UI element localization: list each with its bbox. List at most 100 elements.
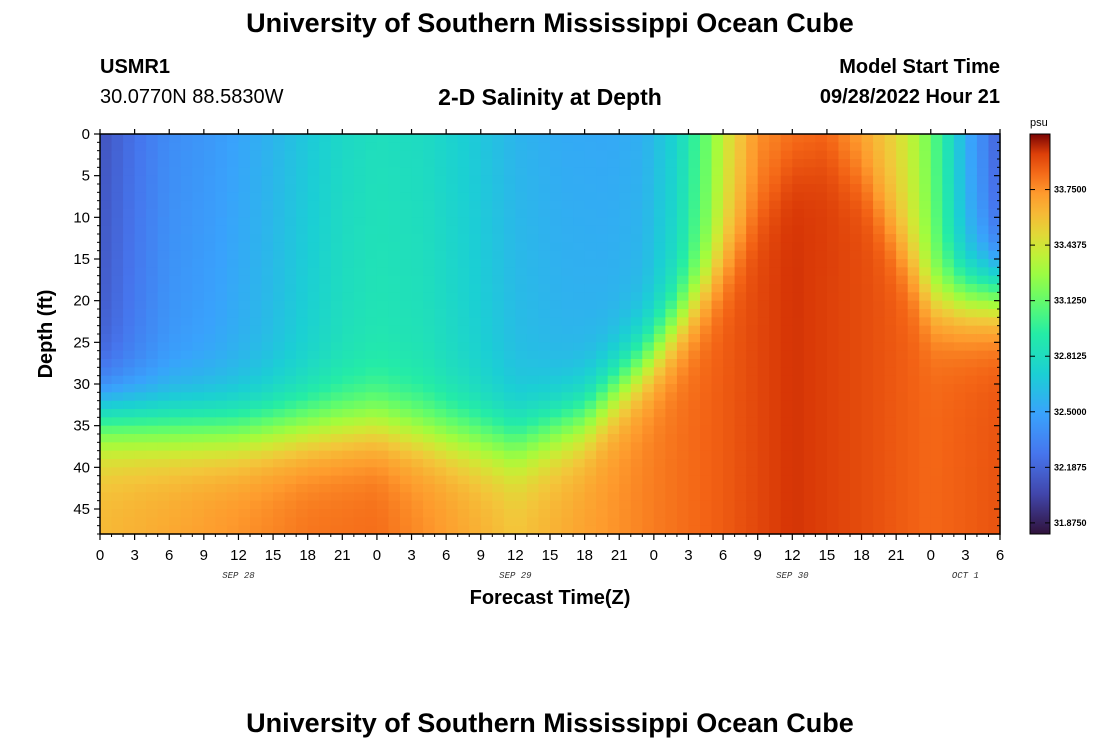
heatmap-cell — [319, 384, 332, 393]
heatmap-cell — [550, 525, 563, 535]
heatmap-cell — [423, 492, 436, 502]
heatmap-cell — [100, 184, 113, 193]
heatmap-cell — [319, 517, 332, 527]
heatmap-cell — [896, 159, 909, 168]
heatmap-cell — [411, 384, 424, 393]
heatmap-cell — [469, 459, 482, 468]
heatmap-cell — [561, 325, 574, 335]
heatmap-cell — [503, 192, 516, 202]
heatmap-cell — [100, 484, 113, 493]
heatmap-cell — [907, 150, 920, 160]
heatmap-cell — [319, 309, 332, 318]
heatmap-cell — [423, 250, 436, 260]
heatmap-cell — [803, 250, 816, 260]
heatmap-cell — [676, 159, 690, 168]
heatmap-cell — [307, 417, 320, 427]
heatmap-cell — [550, 150, 563, 160]
heatmap-cell — [273, 317, 286, 327]
heatmap-cell — [746, 292, 759, 302]
heatmap-cell — [573, 317, 586, 327]
heatmap-cell — [538, 467, 551, 477]
heatmap-cell — [503, 250, 516, 260]
heatmap-cell — [146, 417, 159, 427]
heatmap-cell — [665, 484, 678, 493]
heatmap-cell — [319, 159, 332, 168]
heatmap-cell — [180, 234, 193, 243]
heatmap-cell — [469, 284, 482, 293]
heatmap-cell — [157, 175, 170, 185]
heatmap-cell — [734, 309, 747, 318]
heatmap-cell — [134, 484, 147, 493]
heatmap-cell — [838, 209, 851, 218]
heatmap-cell — [665, 392, 678, 402]
heatmap-cell — [503, 517, 516, 527]
heatmap-cell — [157, 492, 170, 502]
heatmap-cell — [769, 300, 782, 310]
heatmap-cell — [976, 209, 990, 218]
heatmap-cell — [353, 459, 366, 468]
heatmap-cell — [930, 517, 943, 527]
heatmap-cell — [930, 425, 943, 435]
heatmap-cell — [953, 475, 966, 485]
heatmap-cell — [492, 525, 505, 535]
heatmap-cell — [734, 292, 747, 302]
heatmap-cell — [607, 234, 620, 243]
heatmap-cell — [642, 500, 655, 510]
heatmap-cell — [492, 500, 505, 510]
heatmap-cell — [965, 134, 978, 143]
heatmap-cell — [607, 484, 620, 493]
heatmap-cell — [100, 292, 113, 302]
heatmap-cell — [238, 425, 251, 435]
heatmap-cell — [319, 217, 332, 227]
heatmap-cell — [215, 475, 228, 485]
heatmap-cell — [700, 284, 713, 293]
heatmap-cell — [215, 525, 228, 535]
heatmap-cell — [284, 475, 297, 485]
heatmap-cell — [953, 500, 966, 510]
heatmap-cell — [988, 309, 1001, 318]
heatmap-cell — [492, 184, 505, 193]
heatmap-cell — [192, 284, 205, 293]
heatmap-cell — [273, 400, 286, 410]
heatmap-cell — [642, 234, 655, 243]
heatmap-cell — [457, 450, 470, 460]
heatmap-cell — [700, 525, 713, 535]
heatmap-cell — [988, 209, 1001, 218]
heatmap-cell — [838, 434, 851, 443]
heatmap-cell — [388, 442, 401, 452]
heatmap-cell — [353, 475, 366, 485]
heatmap-cell — [111, 209, 124, 218]
heatmap-cell — [930, 300, 943, 310]
heatmap-cell — [769, 234, 782, 243]
heatmap-cell — [330, 342, 343, 352]
x-tick-label: 15 — [542, 547, 559, 564]
heatmap-cell — [953, 467, 966, 477]
heatmap-cell — [203, 267, 216, 277]
heatmap-cell — [100, 334, 113, 343]
heatmap-cell — [400, 150, 413, 160]
heatmap-cell — [757, 434, 770, 443]
heatmap-cell — [434, 234, 447, 243]
heatmap-cell — [342, 342, 355, 352]
heatmap-cell — [353, 275, 366, 285]
heatmap-cell — [700, 425, 713, 435]
heatmap-cell — [676, 334, 690, 343]
heatmap-cell — [538, 409, 551, 418]
x-tick-label: 0 — [650, 547, 658, 564]
heatmap-cell — [665, 309, 678, 318]
heatmap-cell — [480, 475, 493, 485]
heatmap-cell — [815, 259, 828, 268]
heatmap-cell — [111, 217, 124, 227]
heatmap-cell — [723, 400, 736, 410]
heatmap-cell — [550, 375, 563, 385]
heatmap-cell — [180, 517, 193, 527]
heatmap-cell — [780, 450, 793, 460]
heatmap-cell — [596, 300, 609, 310]
heatmap-cell — [838, 242, 851, 252]
heatmap-cell — [723, 509, 736, 518]
heatmap-cell — [111, 484, 124, 493]
heatmap-cell — [769, 142, 782, 152]
heatmap-cell — [965, 525, 978, 535]
heatmap-cell — [942, 267, 955, 277]
heatmap-cell — [376, 325, 390, 335]
